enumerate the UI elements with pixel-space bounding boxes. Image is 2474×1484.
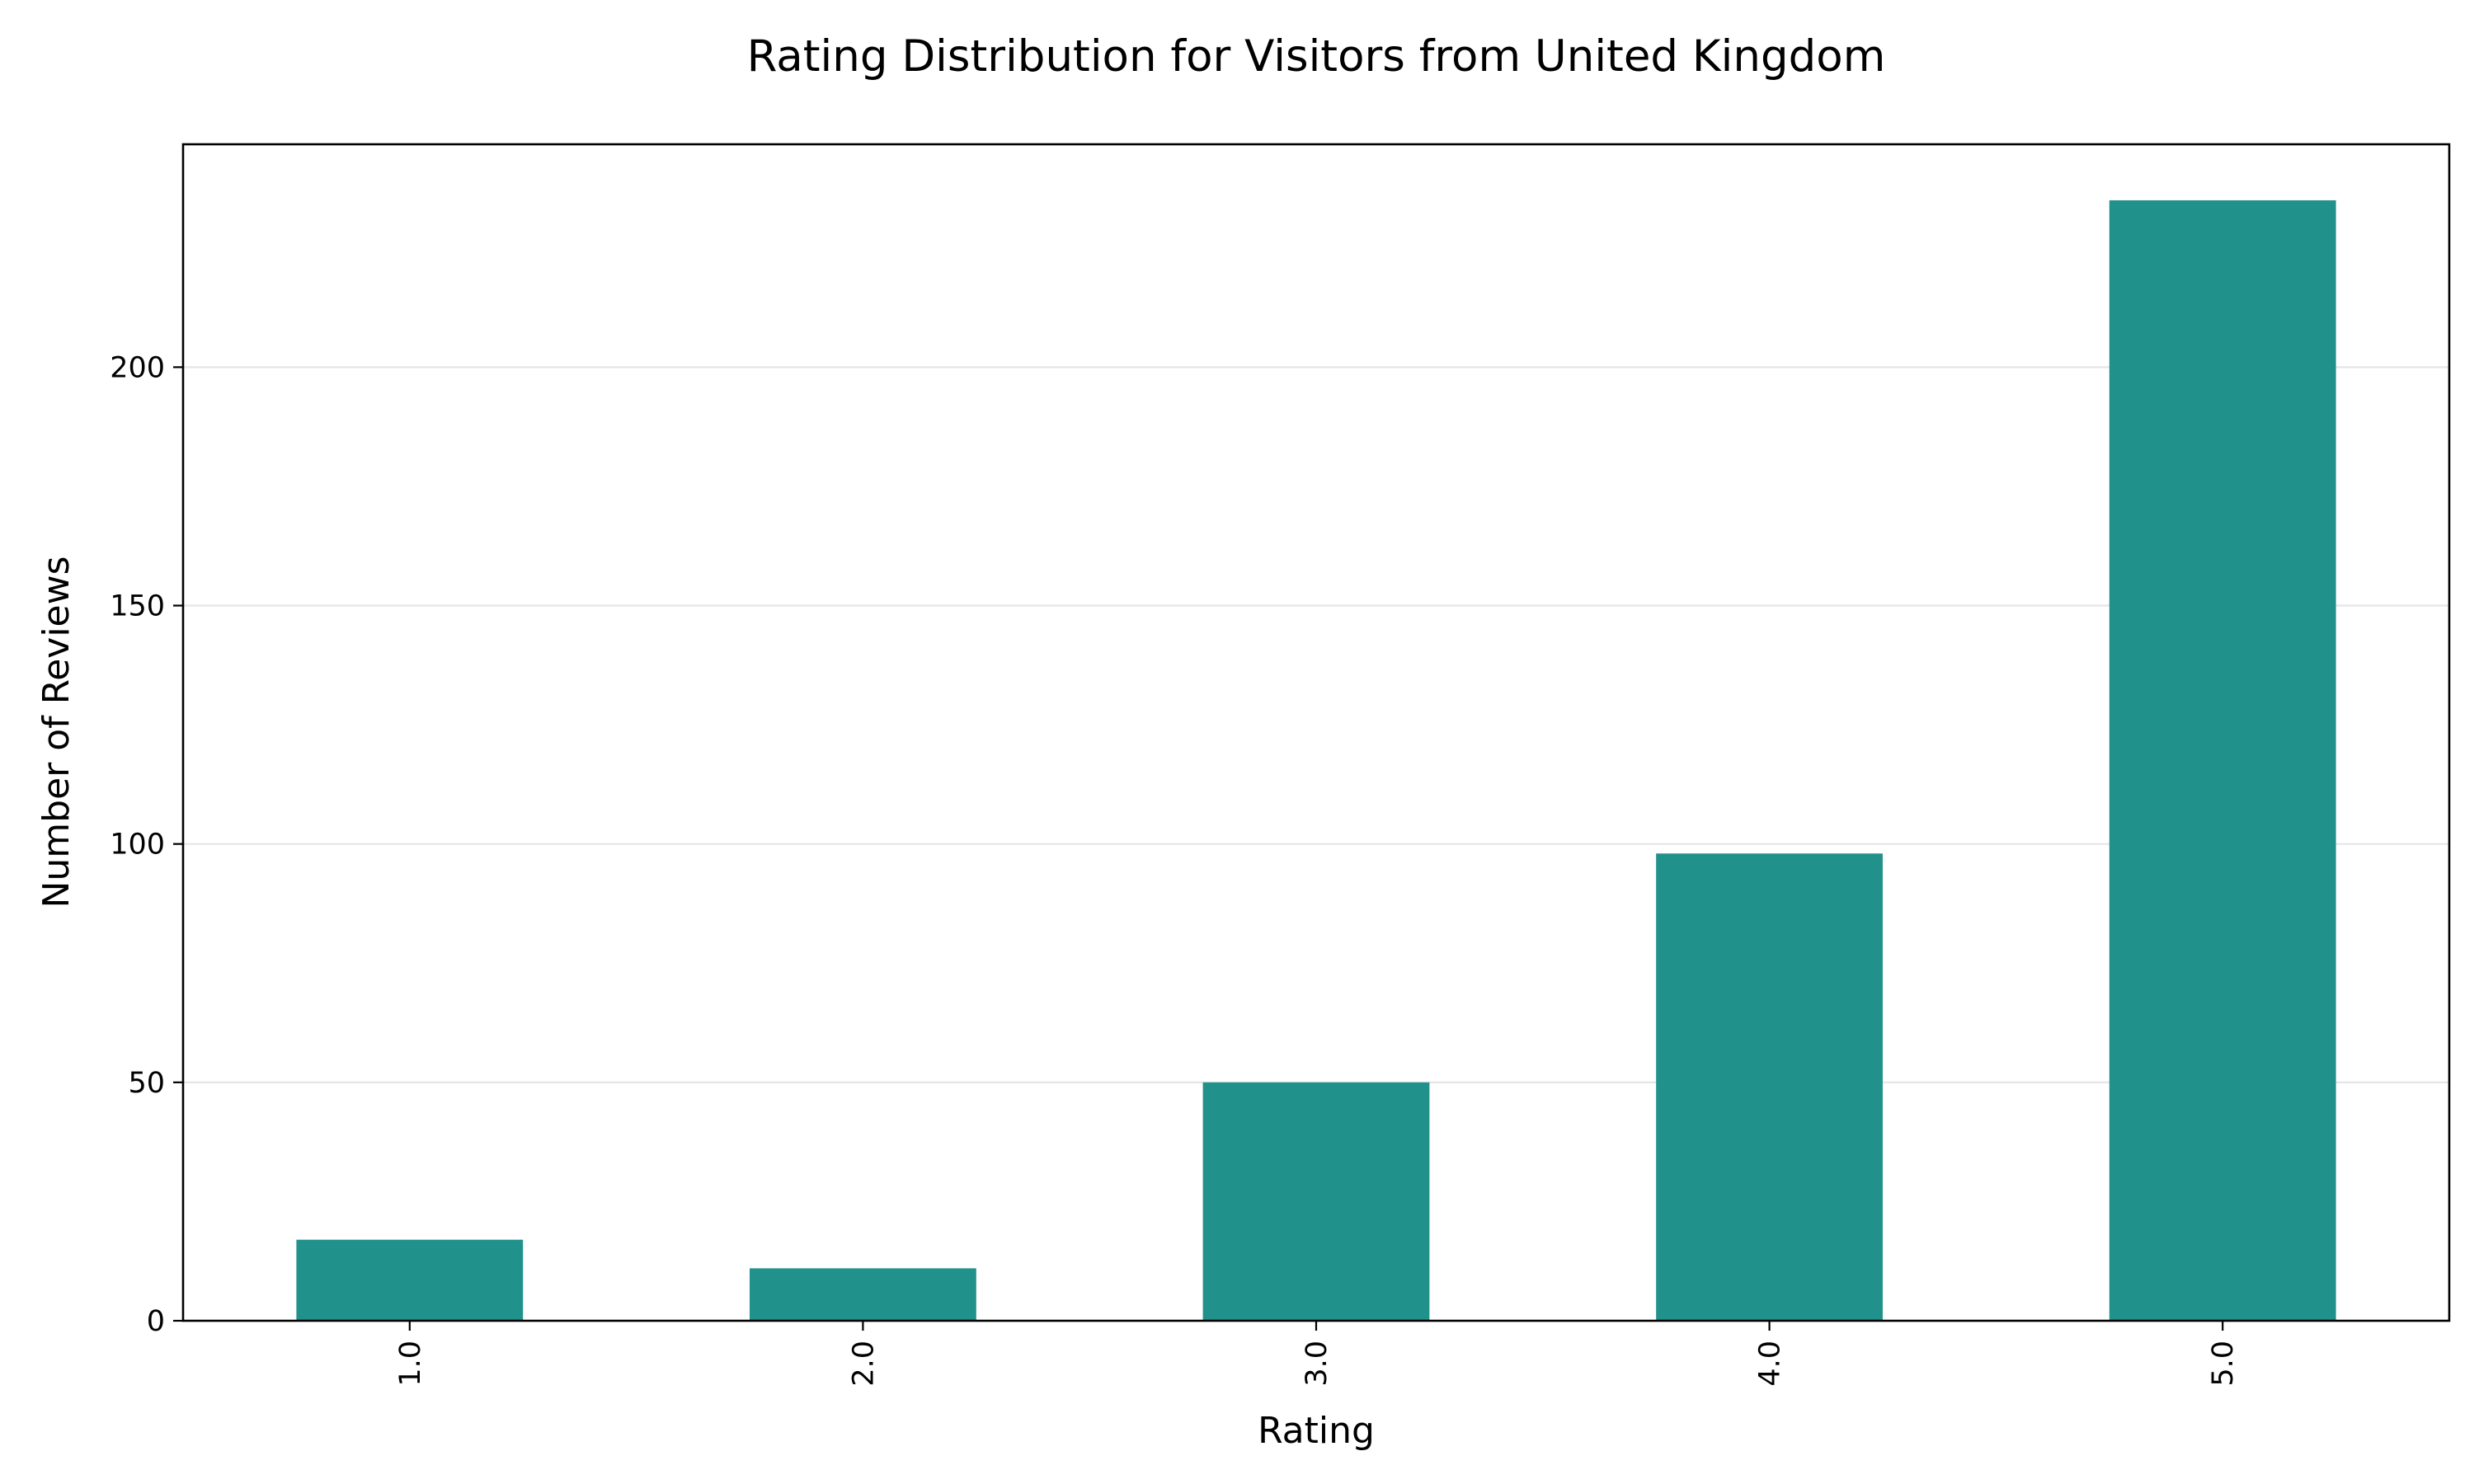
chart-title: Rating Distribution for Visitors from Un…: [747, 31, 1886, 82]
y-tick-label: 100: [110, 829, 165, 862]
y-tick-label: 50: [128, 1067, 165, 1100]
x-axis-title: Rating: [1258, 1410, 1375, 1452]
y-axis-title: Number of Reviews: [35, 556, 78, 908]
bar-1.0: [296, 1239, 524, 1321]
y-axis-ticks: 0 50 100 150 200: [110, 351, 183, 1338]
x-tick-label: 4.0: [1754, 1341, 1787, 1387]
x-tick-label: 3.0: [1300, 1341, 1333, 1387]
y-tick-label: 200: [110, 351, 165, 384]
x-axis-ticks: 1.0 2.0 3.0 4.0 5.0: [394, 1321, 2240, 1387]
x-tick-label: 1.0: [394, 1341, 427, 1387]
bar-2.0: [750, 1268, 976, 1321]
y-tick-label: 0: [147, 1305, 165, 1338]
bar-5.0: [2109, 200, 2336, 1321]
y-tick-label: 150: [110, 590, 165, 623]
bar-3.0: [1202, 1082, 1430, 1321]
x-tick-label: 5.0: [2207, 1341, 2240, 1387]
x-tick-label: 2.0: [847, 1341, 880, 1387]
bars: [296, 200, 2336, 1321]
gridlines: [183, 366, 2449, 1083]
bar-4.0: [1656, 853, 1883, 1321]
